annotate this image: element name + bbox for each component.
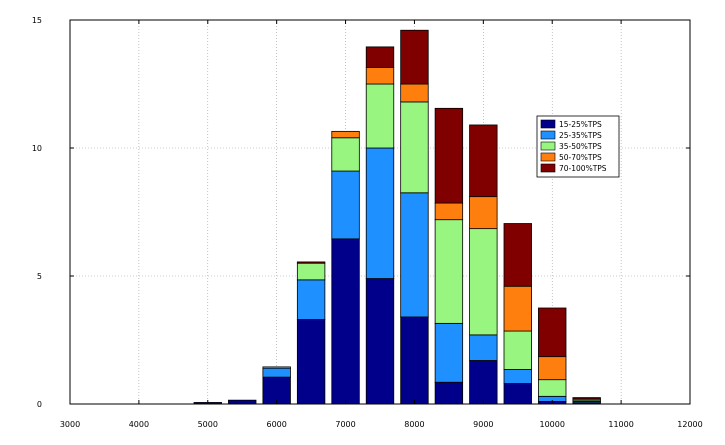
y-tick-label: 10 bbox=[32, 144, 42, 153]
bar-segment bbox=[538, 307, 567, 358]
x-tick-label: 9000 bbox=[473, 420, 493, 429]
bar-segment bbox=[228, 399, 257, 405]
bar-segment bbox=[469, 228, 498, 336]
bar-segment bbox=[538, 356, 567, 381]
x-tick-label: 5000 bbox=[198, 420, 218, 429]
legend-swatch bbox=[540, 119, 556, 129]
bar-segment bbox=[538, 379, 567, 397]
bar-segment bbox=[365, 46, 395, 68]
y-tick-label: 0 bbox=[37, 400, 42, 409]
bar-segment bbox=[469, 334, 498, 361]
bar-segment bbox=[331, 137, 360, 172]
legend-label: 70-100%TPS bbox=[559, 164, 607, 173]
legend-label: 25-35%TPS bbox=[559, 131, 602, 140]
x-tick-label: 11000 bbox=[608, 420, 633, 429]
bar-segment bbox=[296, 261, 326, 264]
legend-swatch bbox=[540, 152, 556, 162]
bar-segment bbox=[262, 366, 291, 369]
bar-segment bbox=[503, 330, 532, 370]
bar-segment bbox=[262, 367, 291, 378]
bar-segment bbox=[400, 29, 429, 85]
bar-segment bbox=[365, 147, 395, 279]
bar-segment bbox=[365, 83, 395, 149]
bar-segment bbox=[296, 279, 326, 320]
legend-swatch bbox=[540, 141, 556, 151]
bar-segment bbox=[434, 107, 464, 204]
x-tick-label: 10000 bbox=[539, 420, 564, 429]
bar-segment bbox=[469, 124, 498, 198]
legend-label: 35-50%TPS bbox=[559, 142, 602, 151]
bar-segment bbox=[503, 383, 532, 405]
x-axis: 3000 4000 5000 6000 7000 8000 9000 10000 11000 12… bbox=[60, 20, 703, 429]
y-axis: 0 5 10 15 bbox=[32, 16, 690, 409]
bars bbox=[193, 29, 601, 405]
y-tick-label: 15 bbox=[32, 16, 42, 25]
bar-segment bbox=[331, 170, 360, 240]
x-tick-label: 3000 bbox=[60, 420, 80, 429]
bar-segment bbox=[434, 322, 464, 383]
bar-segment bbox=[365, 278, 395, 405]
bar-segment bbox=[503, 285, 532, 332]
bar-segment bbox=[434, 202, 464, 221]
legend-label: 15-25%TPS bbox=[559, 120, 602, 129]
x-tick-label: 12000 bbox=[677, 420, 702, 429]
bar-segment bbox=[365, 66, 395, 85]
bar-segment bbox=[434, 381, 464, 405]
legend-label: 50-70%TPS bbox=[559, 153, 602, 162]
bar-segment bbox=[331, 130, 360, 139]
bar-segment bbox=[296, 262, 326, 281]
bar-segment bbox=[469, 360, 498, 405]
bar-segment bbox=[400, 83, 429, 103]
legend-swatch bbox=[540, 130, 556, 140]
legend-swatch bbox=[540, 163, 556, 173]
axes-box bbox=[69, 19, 691, 405]
bar-segment bbox=[503, 223, 532, 287]
bar-segment bbox=[503, 369, 532, 384]
bar-segment bbox=[434, 219, 464, 324]
x-tick-label: 6000 bbox=[266, 420, 286, 429]
bar-segment bbox=[572, 397, 601, 400]
x-tick-label: 7000 bbox=[335, 420, 355, 429]
bar-segment bbox=[400, 316, 429, 405]
bar-segment bbox=[469, 196, 498, 230]
bar-segment bbox=[262, 376, 291, 405]
y-tick-label: 5 bbox=[37, 272, 42, 281]
legend: 15-25%TPS 25-35%TPS 35-50%TPS 50-70%TPS 70-1… bbox=[536, 115, 620, 178]
x-tick-label: 4000 bbox=[129, 420, 149, 429]
bar-segment bbox=[400, 101, 429, 194]
x-tick-label: 8000 bbox=[404, 420, 424, 429]
bar-segment bbox=[331, 238, 360, 405]
bar-segment bbox=[400, 192, 429, 318]
bar-segment bbox=[296, 319, 326, 405]
